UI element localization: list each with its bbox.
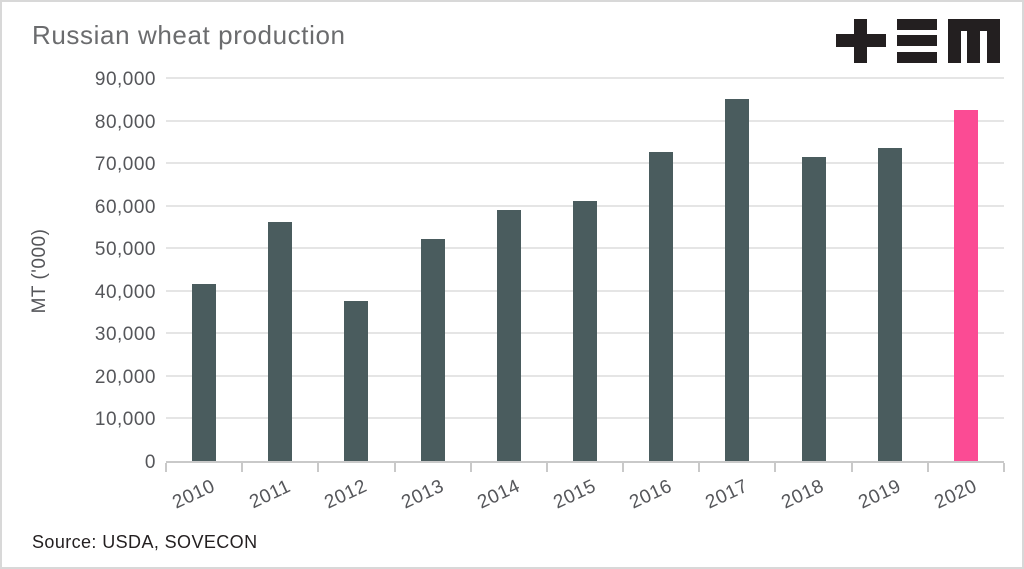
- x-axis-tick: [774, 463, 777, 472]
- y-tick-label-20000: 20,000: [94, 366, 156, 388]
- x-tick-label-2011: 2011: [246, 475, 294, 514]
- bar-2011: [268, 221, 293, 461]
- y-tick-label-30000: 30,000: [94, 324, 156, 346]
- x-axis-tick: [165, 463, 167, 472]
- logo-triple-bar-icon: [897, 18, 937, 63]
- y-tick-label-10000: 10,000: [94, 409, 156, 431]
- x-axis-tick: [698, 463, 701, 472]
- y-tick-label-60000: 60,000: [94, 196, 156, 218]
- x-label-slot-2020: 2020: [928, 472, 1004, 528]
- gridline-80000: [166, 119, 1004, 122]
- x-tick-label-2014: 2014: [474, 475, 524, 514]
- source-note: Source: USDA, SOVECON: [32, 532, 258, 552]
- y-tick-label-50000: 50,000: [94, 239, 156, 261]
- y-axis-title: MT ('000): [29, 228, 50, 314]
- y-tick-label-80000: 80,000: [94, 111, 156, 133]
- x-axis-tick: [469, 463, 472, 472]
- x-label-slot-2016: 2016: [623, 472, 699, 528]
- x-tick-label-2016: 2016: [626, 475, 676, 514]
- bar-slot-2015: [547, 80, 623, 461]
- bar-slot-2010: [166, 80, 242, 461]
- x-label-slot-2012: 2012: [318, 472, 394, 528]
- bar-2015: [573, 201, 598, 461]
- chart-title: Russian wheat production: [32, 20, 346, 50]
- bar-2020: [953, 109, 978, 461]
- gridline-70000: [166, 162, 1004, 165]
- x-axis-ticks: [165, 463, 1005, 473]
- x-label-slot-2017: 2017: [699, 472, 775, 528]
- x-label-slot-2019: 2019: [852, 472, 928, 528]
- x-tick-label-2015: 2015: [550, 475, 600, 514]
- x-tick-label-2013: 2013: [397, 475, 447, 514]
- x-tick-label-2019: 2019: [855, 475, 905, 514]
- bar-2012: [344, 300, 369, 461]
- logo-plus-icon: [836, 18, 886, 63]
- bar-slot-2019: [852, 80, 928, 461]
- y-axis-labels: 0 10,000 20,000 30,000 40,000 50,000 60,000 70,…: [60, 69, 156, 473]
- tem-logo: [836, 18, 1000, 63]
- x-tick-label-2017: 2017: [702, 475, 752, 514]
- bar-2017: [725, 99, 750, 461]
- bar-slot-2018: [776, 80, 852, 461]
- x-label-slot-2014: 2014: [471, 472, 547, 528]
- x-axis-labels: 2010 2011 2012 2013 2014 2015 2016 2017 2018 2019…: [166, 472, 1004, 528]
- bar-2019: [877, 148, 902, 461]
- gridline-90000: [166, 77, 1004, 79]
- y-tick-label-0: 0: [144, 452, 156, 473]
- x-axis-tick: [241, 463, 244, 472]
- bars-container: [166, 80, 1004, 461]
- x-label-slot-2010: 2010: [166, 472, 242, 528]
- bar-slot-2016: [623, 80, 699, 461]
- x-axis-tick: [545, 463, 548, 472]
- bar-slot-2013: [395, 80, 471, 461]
- x-tick-label-2020: 2020: [931, 475, 981, 514]
- x-axis-tick: [926, 463, 929, 472]
- bar-2018: [801, 156, 826, 461]
- x-tick-label-2018: 2018: [778, 475, 828, 514]
- bar-slot-2014: [471, 80, 547, 461]
- bar-slot-2017: [699, 80, 775, 461]
- y-tick-label-70000: 70,000: [94, 154, 156, 176]
- logo-m-icon: [948, 18, 1000, 63]
- x-tick-label-2010: 2010: [169, 475, 219, 514]
- x-label-slot-2013: 2013: [395, 472, 471, 528]
- bar-2014: [496, 209, 521, 461]
- bar-slot-2012: [318, 80, 394, 461]
- x-axis-tick: [850, 463, 853, 472]
- plot-area: [166, 77, 1004, 463]
- x-axis-tick: [622, 463, 625, 472]
- x-axis-tick: [393, 463, 396, 472]
- bar-slot-2020: [928, 80, 1004, 461]
- y-tick-label-90000: 90,000: [94, 69, 156, 90]
- x-axis-tick: [317, 463, 320, 472]
- x-label-slot-2011: 2011: [242, 472, 318, 528]
- x-label-slot-2015: 2015: [547, 472, 623, 528]
- x-axis-tick: [1003, 463, 1005, 472]
- x-label-slot-2018: 2018: [776, 472, 852, 528]
- bar-2013: [420, 239, 445, 461]
- bar-2016: [649, 152, 674, 461]
- bar-slot-2011: [242, 80, 318, 461]
- bar-2010: [192, 284, 217, 461]
- x-tick-label-2012: 2012: [321, 475, 371, 514]
- y-tick-label-40000: 40,000: [94, 281, 156, 303]
